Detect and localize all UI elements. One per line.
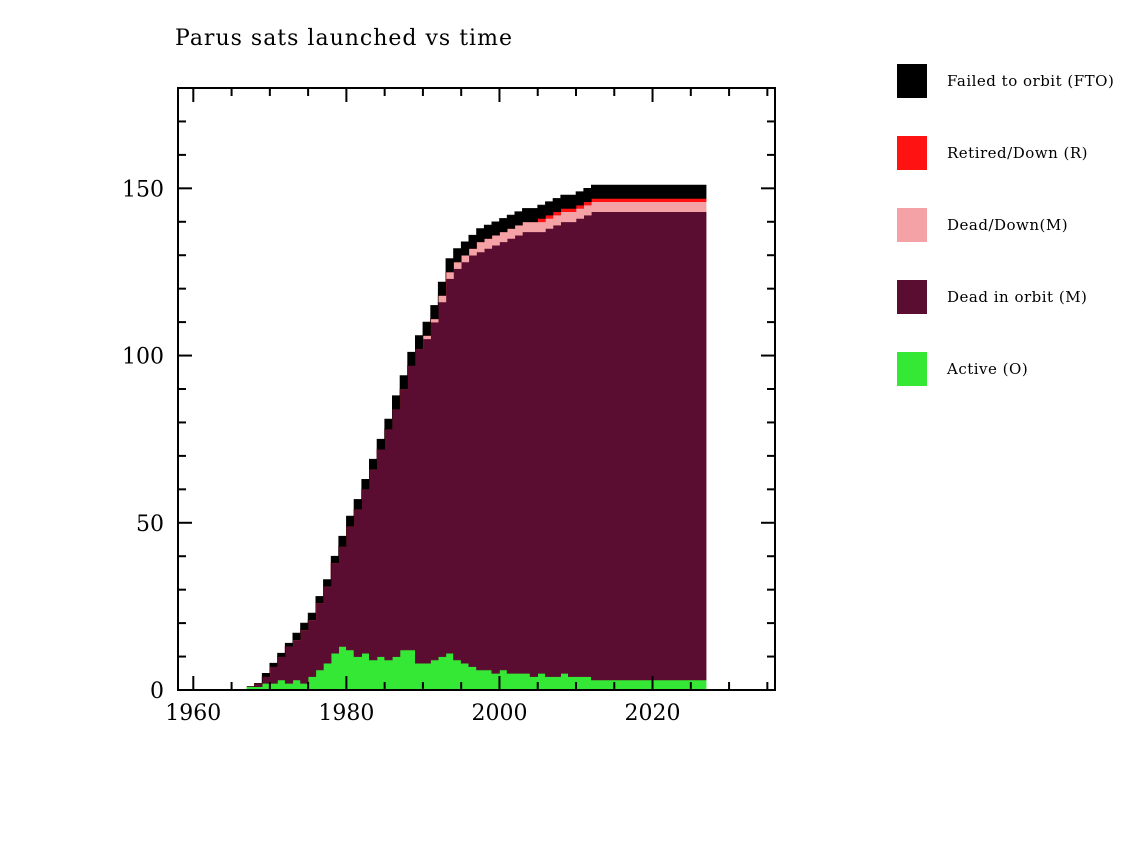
dead-in-orbit-swatch-icon xyxy=(897,280,927,314)
x-tick-label: 1960 xyxy=(165,701,221,726)
area-series-4 xyxy=(246,184,707,688)
legend: Failed to orbit (FTO) Retired/Down (R) D… xyxy=(897,64,1145,424)
x-tick-label: 1980 xyxy=(318,701,374,726)
legend-item-dead-down: Dead/Down(M) xyxy=(897,208,1145,242)
y-tick-label: 150 xyxy=(122,177,164,202)
dead-down-swatch-icon xyxy=(897,208,927,242)
legend-item-active: Active (O) xyxy=(897,352,1145,386)
x-tick-label: 2000 xyxy=(471,701,527,726)
legend-label: Active (O) xyxy=(947,360,1029,378)
legend-item-fto: Failed to orbit (FTO) xyxy=(897,64,1145,98)
legend-item-retired: Retired/Down (R) xyxy=(897,136,1145,170)
chart-title: Parus sats launched vs time xyxy=(175,26,513,51)
retired-swatch-icon xyxy=(897,136,927,170)
legend-label: Dead/Down(M) xyxy=(947,216,1069,234)
y-tick-label: 100 xyxy=(122,345,164,370)
legend-label: Failed to orbit (FTO) xyxy=(947,72,1115,90)
legend-label: Dead in orbit (M) xyxy=(947,288,1088,306)
legend-item-dead-in-orbit: Dead in orbit (M) xyxy=(897,280,1145,314)
y-tick-label: 50 xyxy=(136,512,164,537)
x-tick-label: 2020 xyxy=(625,701,681,726)
fto-swatch-icon xyxy=(897,64,927,98)
y-tick-label: 0 xyxy=(150,679,164,704)
stacked-area-chart: 1960 1980 2000 2020 0 50 100 150 xyxy=(122,87,776,726)
active-swatch-icon xyxy=(897,352,927,386)
legend-label: Retired/Down (R) xyxy=(947,144,1089,162)
